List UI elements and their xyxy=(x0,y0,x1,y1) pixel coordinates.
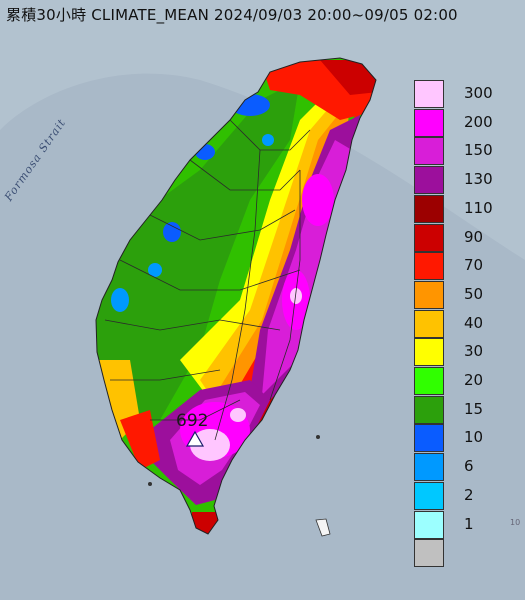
legend-label: 6 xyxy=(464,457,474,476)
legend-swatch xyxy=(414,280,444,309)
corner-mark: 10 xyxy=(510,518,521,527)
legend-swatch xyxy=(414,252,444,281)
taiwan-coastline xyxy=(95,57,377,535)
legend-swatch xyxy=(414,367,444,395)
green-island xyxy=(315,518,331,537)
legend-swatch xyxy=(414,338,444,367)
legend-label: 300 xyxy=(464,84,493,102)
legend-label: 130 xyxy=(464,170,493,189)
legend-label: 110 xyxy=(464,198,493,217)
legend-swatch xyxy=(414,424,444,453)
sea-shade xyxy=(0,0,525,260)
legend-swatch xyxy=(414,108,444,137)
legend-label: 90 xyxy=(464,227,484,246)
legend-label: 50 xyxy=(464,284,484,303)
max-rain-marker xyxy=(185,430,205,447)
legend-swatch xyxy=(414,539,444,568)
color-legend: 300 200 150 130 110 90 70 50 40 30 20 15 10 6 2 1 xyxy=(412,80,512,570)
legend-swatch xyxy=(414,223,444,252)
islet xyxy=(316,435,320,439)
map-title: 累積30小時 CLIMATE_MEAN 2024/09/03 20:00~09/… xyxy=(6,6,458,24)
legend-label: 20 xyxy=(464,371,484,389)
legend-label: 15 xyxy=(464,399,484,418)
legend-swatch xyxy=(414,194,444,223)
legend-label: 10 xyxy=(464,428,484,447)
legend-label: 30 xyxy=(464,342,484,361)
legend-swatch xyxy=(414,166,444,195)
legend-label: 1 xyxy=(464,514,474,533)
legend-swatch xyxy=(414,395,444,424)
legend-swatch xyxy=(414,510,444,539)
legend-swatch xyxy=(414,137,444,166)
legend-swatch xyxy=(414,309,444,338)
legend-label: 40 xyxy=(464,313,484,332)
islet xyxy=(148,482,152,486)
legend-label: 70 xyxy=(464,256,484,275)
legend-swatch xyxy=(414,80,444,108)
legend-label: 200 xyxy=(464,112,493,131)
legend-swatch xyxy=(414,481,444,510)
legend-label: 150 xyxy=(464,141,493,160)
max-value-label: 692 xyxy=(176,411,209,431)
legend-swatch xyxy=(414,453,444,482)
legend-label: 2 xyxy=(464,485,474,504)
